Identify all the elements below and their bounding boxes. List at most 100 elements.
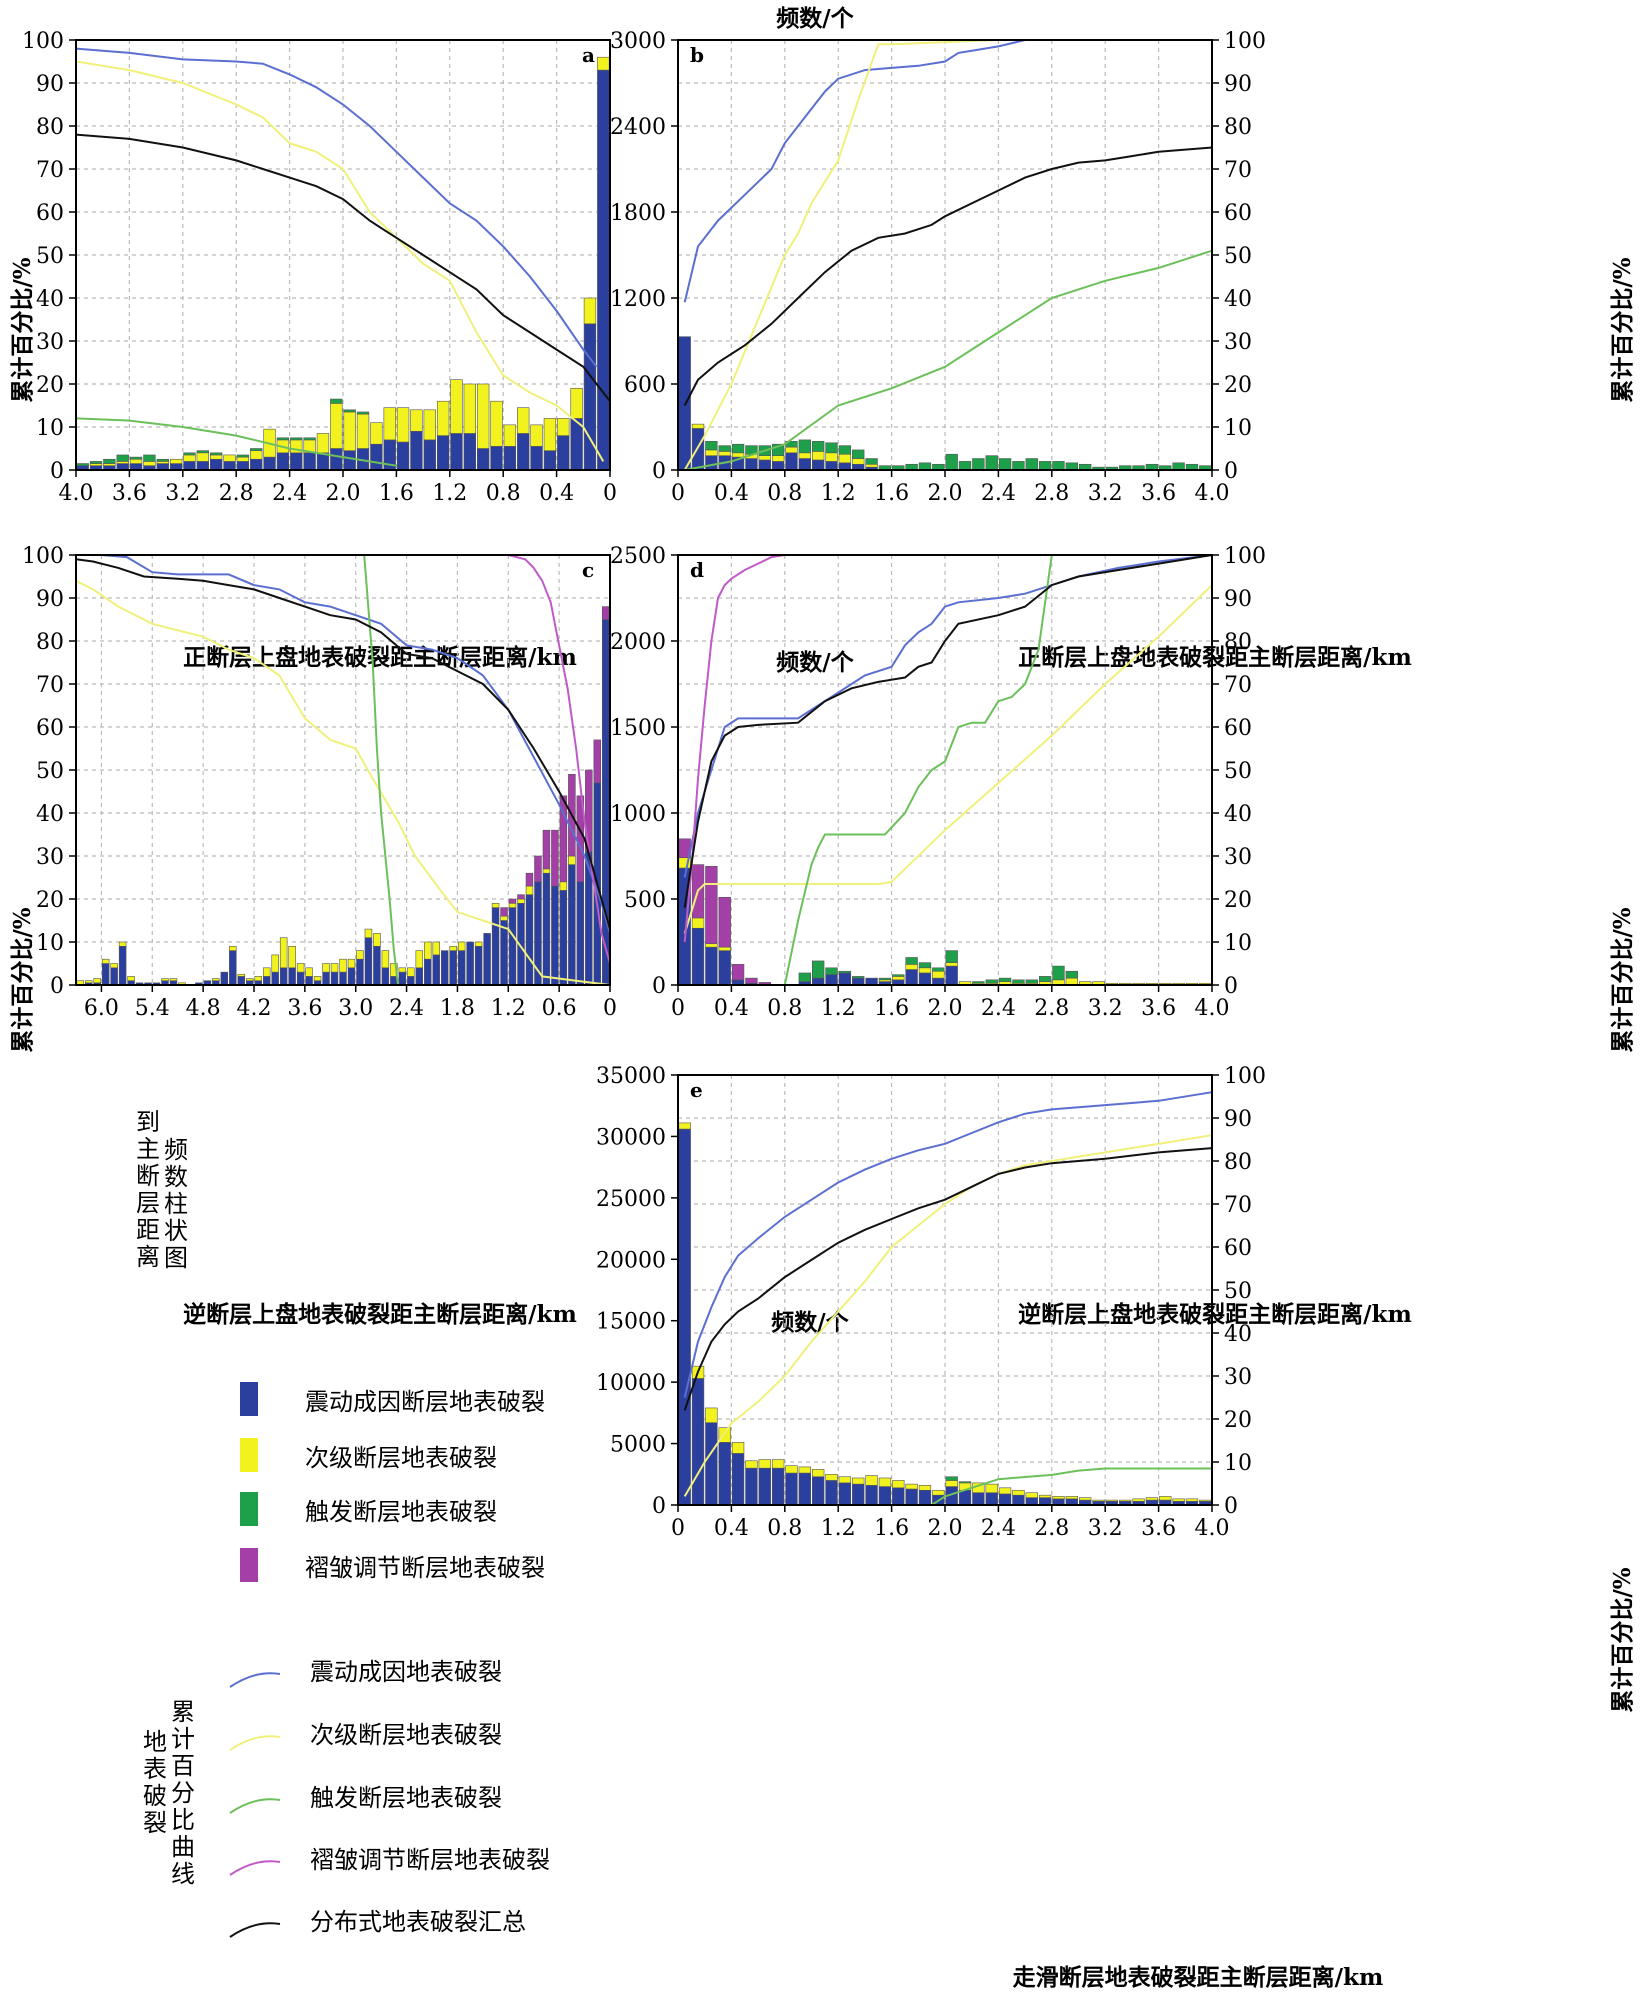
legend-curve-title: 线 [171,1860,195,1888]
chart-e-bar-secondary [945,1480,958,1487]
chart-d-bar-triggered [798,972,812,982]
chart-d-xtick-label: 3.6 [1141,996,1176,1021]
chart-e-bar-coseismic [998,1493,1012,1506]
chart-e-bar-coseismic [852,1483,865,1506]
chart-c-bar-coseismic [220,971,229,986]
chart-b-ytick-right-label: 100 [1224,29,1266,54]
legend-bar-label: 震动成因断层地表破裂 [305,1388,545,1416]
chart-c-curve_coseismic [76,554,611,934]
chart-e-bar-secondary [718,1427,731,1443]
chart-b-xtick-label: 1.6 [874,481,909,506]
chart-c-xtick-label: 4.2 [237,996,272,1021]
chart-c-bar-secondary [356,950,364,960]
chart-a-ytick-label: 60 [36,201,64,226]
legend-bar-label: 次级断层地表破裂 [305,1444,497,1472]
chart-d-bar-triggered [1012,979,1025,984]
chart-e-bar-coseismic [958,1489,972,1506]
chart-e-bar-coseismic [865,1485,878,1506]
chart-d-ytick-right-label: 20 [1224,888,1252,913]
chart-d-bar-triggered [905,957,918,965]
chart-e-bar-secondary [1145,1497,1159,1501]
chart-c-bar-coseismic [381,967,390,986]
chart-a-bar-secondary [383,407,396,441]
chart-a-bar-coseismic [583,323,597,471]
chart-a-bar-secondary [129,458,143,464]
chart-e-xtick-label: 2.8 [1034,1516,1069,1541]
chart-d-bar-triggered [985,979,998,984]
chart-d-xtick-label: 2.4 [981,996,1016,1021]
chart-c-bar-fold [500,907,508,917]
chart-a-bar-secondary [116,461,129,464]
chart-b-ytick-label: 2400 [610,115,666,140]
chart-a-bar-secondary [196,452,209,462]
legend-freq-title: 状 [164,1217,188,1245]
chart-e-ytick-right-label: 90 [1224,1107,1252,1132]
chart-d-xtick-label: 1.6 [874,996,909,1021]
chart-a-bar-coseismic [530,446,543,471]
chart-a-bar-triggered [356,411,370,415]
legend: 到主断层距离频数柱状图震动成因断层地表破裂次级断层地表破裂触发断层地表破裂褶皱调… [136,1108,550,1938]
chart-e-xtick-label: 0 [671,1516,685,1541]
chart-d-xlabel: 逆断层上盘地表破裂距主断层距离/km [1018,1301,1412,1328]
chart-c-bar-secondary [432,941,440,956]
chart-b-bar-triggered [1012,461,1025,471]
chart-b-xtick-label: 0.4 [714,481,749,506]
chart-d-ytick-right-label: 100 [1224,544,1266,569]
chart-c-bar-coseismic [449,950,457,986]
chart-e-curve_coseismic [683,1091,1213,1398]
chart-d-bar-coseismic [932,977,945,986]
chart-e-bar-secondary [1052,1496,1065,1500]
chart-b-ytick-right-label: 80 [1224,115,1252,140]
legend-curve-title: 裂 [143,1809,167,1837]
chart-e-ytick-right-label: 100 [1224,1064,1266,1089]
chart-c-bar-secondary [449,945,457,951]
chart-a-ytick-label: 100 [22,29,64,54]
chart-b-bar-secondary [718,451,731,456]
chart-d-ytick-label: 1000 [610,802,666,827]
chart-a-xtick-label: 2.0 [326,481,361,506]
chart-e-bar-triggered [945,1476,958,1481]
chart-b-ytick-label: 0 [652,459,666,484]
chart-b-bar-triggered [852,449,865,459]
chart-a-bar-triggered [343,409,356,413]
chart-a-bar-secondary [557,418,570,436]
legend-freq-title: 断 [136,1162,160,1190]
chart-e-bar-secondary [1119,1499,1132,1502]
chart-a-ytick-label: 0 [50,459,64,484]
chart-c-bar-coseismic [474,945,483,986]
chart-e-bar-coseismic [811,1476,825,1506]
chart-d-bar-triggered [811,960,825,979]
chart-c-bar-secondary [262,967,271,977]
chart-e-bar-secondary [1079,1497,1092,1501]
chart-a-panel-label: a [582,43,595,67]
chart-c-curve_triggered [363,554,400,986]
chart-c-bar-coseismic [279,967,288,986]
chart-b-bar-triggered [1065,462,1078,471]
chart-b-bar-coseismic [825,461,838,471]
chart-a-xtick-label: 1.6 [379,481,414,506]
chart-d-bar-secondary [905,964,918,970]
chart-e-ytick-right-label: 30 [1224,1365,1252,1390]
chart-a-bar-coseismic [330,448,343,471]
chart-b-ytick-right-label: 10 [1224,416,1252,441]
chart-c-bar-secondary [169,978,178,981]
chart-d-ytick-label: 2000 [610,630,666,655]
chart-b-bar-coseismic [691,428,705,471]
chart-e-bar-secondary [918,1485,932,1491]
chart-e-xtick-label: 3.6 [1141,1516,1176,1541]
chart-e-ytick-label: 30000 [596,1125,666,1150]
chart-c-bar-coseismic [237,976,246,986]
chart-d-bar-triggered [972,981,985,984]
chart-c-bar-coseismic [424,958,432,986]
chart-a-bar-secondary [330,403,343,449]
chart-e-bar-triggered [958,1481,972,1484]
chart-c-ytick-label: 100 [22,544,64,569]
chart-c-curve_secondary [75,579,611,986]
chart-b-ytick-label: 1800 [610,201,666,226]
chart-d-xtick-label: 0 [671,996,685,1021]
chart-b-bar-triggered [798,439,812,454]
legend-freq-title: 离 [136,1243,160,1271]
chart-e-bar-secondary [838,1476,852,1484]
chart-c-bar-coseismic [110,967,118,986]
chart-b-bar-secondary [838,453,852,464]
